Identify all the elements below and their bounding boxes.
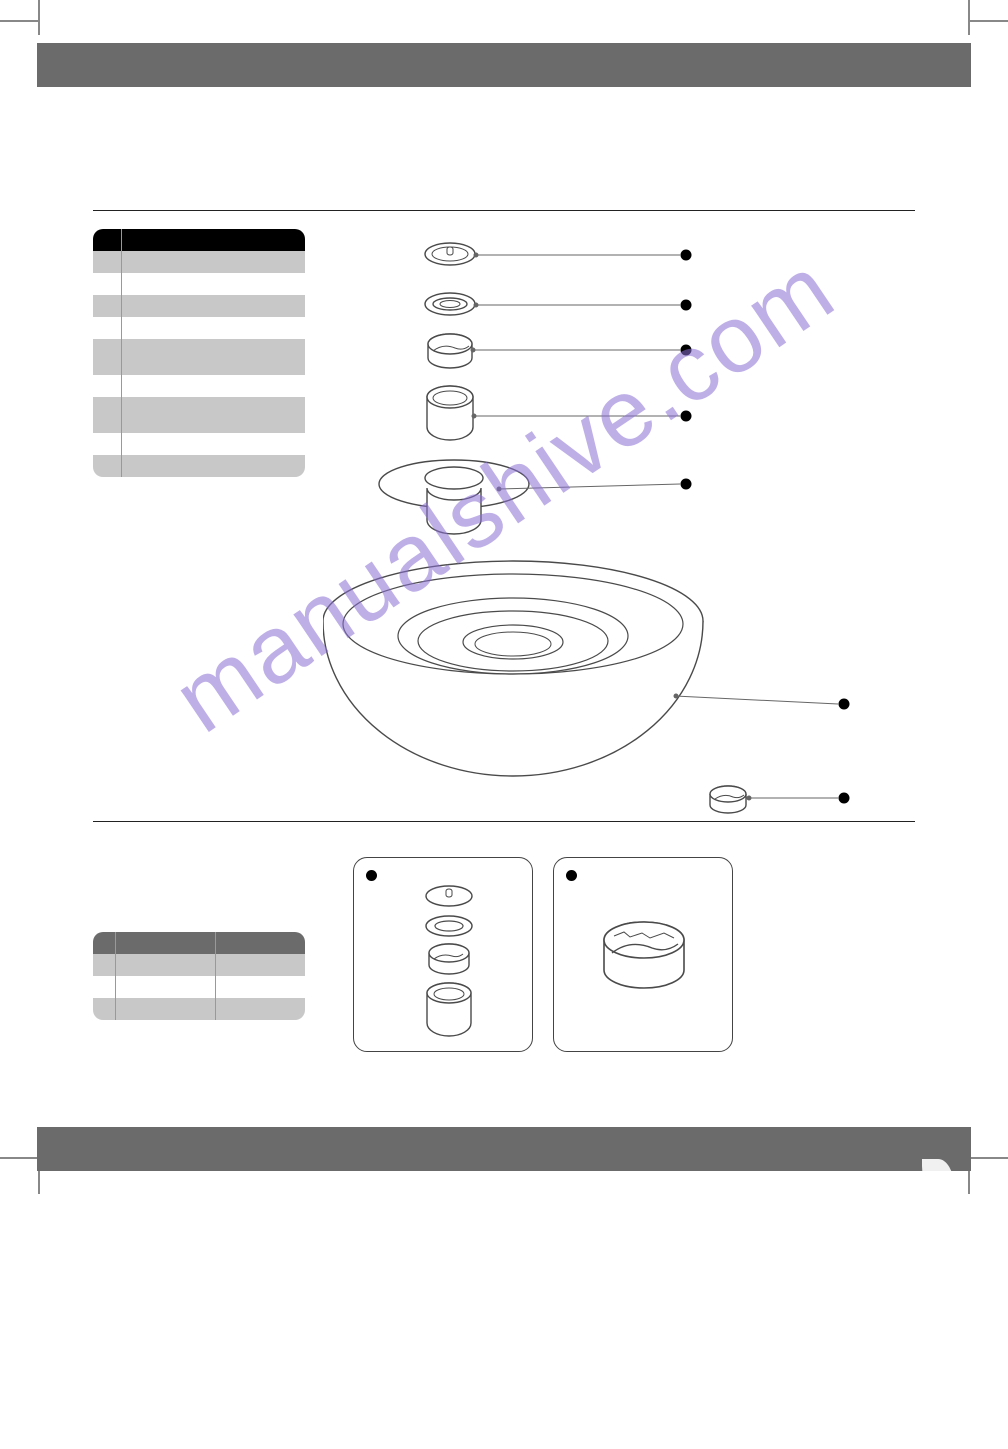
parts-table [93, 229, 305, 477]
header-bar [37, 43, 971, 87]
table-row [93, 976, 305, 998]
crop-mark-tl [38, 0, 40, 35]
crop-mark-bl [0, 1157, 38, 1159]
table-row [93, 397, 305, 433]
table-row [93, 998, 305, 1020]
table-row [93, 229, 305, 251]
table-row [93, 317, 305, 339]
table-row [93, 295, 305, 317]
footer-bar [37, 1127, 971, 1171]
callout-dot [366, 870, 377, 881]
exploded-diagram [323, 226, 903, 821]
table-row [93, 375, 305, 397]
callout-dot [566, 870, 577, 881]
lower-table [93, 932, 305, 1020]
crop-mark-tr [968, 0, 970, 35]
detail-box-a [353, 857, 533, 1052]
crop-mark-tr [970, 20, 1008, 22]
table-row [93, 455, 305, 477]
table-row [93, 954, 305, 976]
crop-mark-br [970, 1157, 1008, 1159]
table-row [93, 433, 305, 455]
detail-box-b [553, 857, 733, 1052]
crop-mark-tl [0, 20, 38, 22]
table-row [93, 339, 305, 375]
table-row [93, 932, 305, 954]
table-row [93, 273, 305, 295]
table-row [93, 251, 305, 273]
